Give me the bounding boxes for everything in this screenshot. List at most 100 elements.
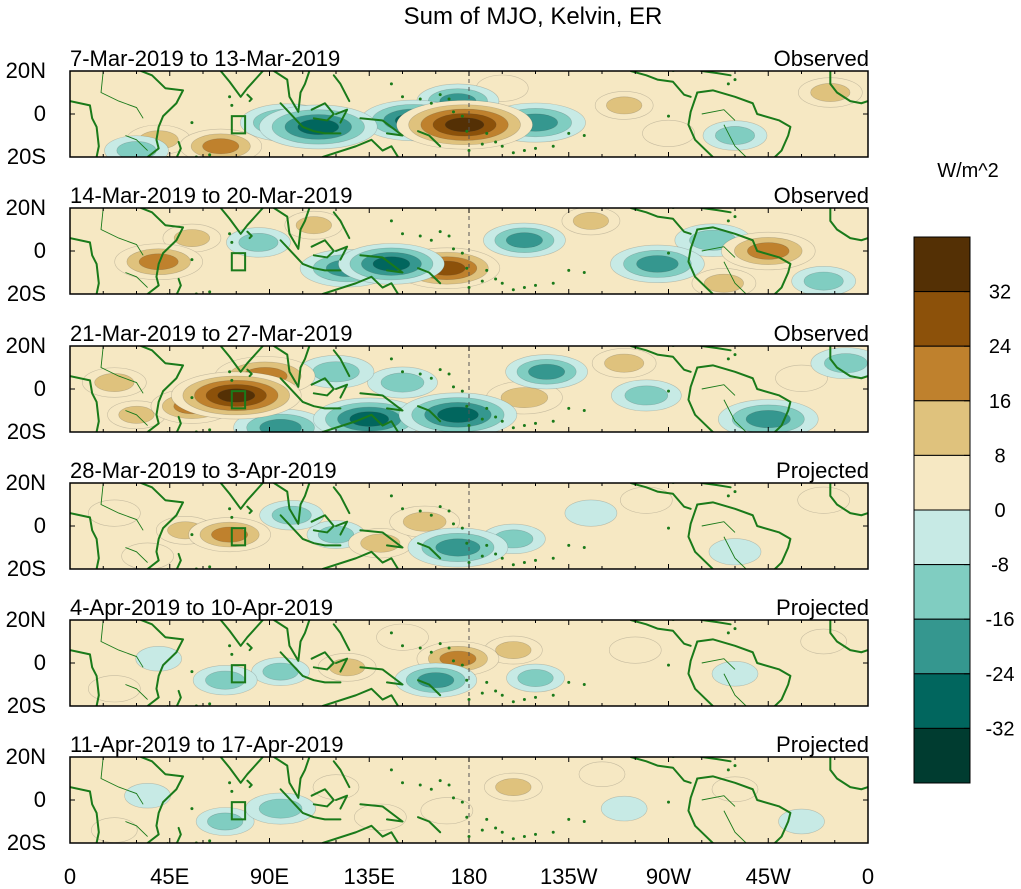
anomaly-cell	[591, 348, 657, 379]
panel-status-label: Projected	[776, 458, 869, 483]
anomaly-cell	[124, 782, 171, 809]
panel-status-label: Observed	[774, 46, 869, 71]
y-tick-label: 0	[34, 650, 46, 675]
panels: 20N 0 20S 7-Mar-2019 to 13-Mar-2019 Observed…	[6, 46, 869, 855]
y-tick-label: 20N	[6, 58, 46, 83]
anomaly-cell	[398, 392, 518, 432]
region-box	[230, 115, 247, 135]
panel-period-label: 4-Apr-2019 to 10-Apr-2019	[70, 595, 333, 620]
anomaly-cell	[88, 675, 141, 703]
anomaly-cell	[810, 347, 868, 380]
anomaly-cell	[195, 807, 255, 836]
panel-2: 20N 0 20S 14-Mar-2019 to 20-Mar-2019 Observe…	[6, 183, 869, 306]
panel-status-label: Observed	[774, 321, 869, 346]
colorbar-tick-label: 32	[989, 282, 1011, 304]
x-tick-label: 135E	[344, 864, 395, 889]
anomaly-cell	[297, 355, 375, 389]
coastlines	[70, 757, 868, 843]
y-tick-label: 20N	[6, 607, 46, 632]
region-box	[230, 664, 247, 684]
anomaly-cell	[394, 662, 478, 698]
anomaly-cell	[483, 222, 566, 258]
x-tick-label: 90E	[250, 864, 289, 889]
x-tick-label: 45W	[746, 864, 791, 889]
y-tick-label: 20S	[7, 144, 46, 169]
anomaly-cell	[620, 486, 673, 514]
island-dots	[190, 353, 737, 432]
anomaly-cell	[506, 663, 565, 693]
anomaly-cell	[135, 645, 182, 672]
anomaly-cell	[420, 797, 474, 825]
x-tick-label: 90W	[646, 864, 691, 889]
anomaly-cell	[258, 104, 378, 150]
region-box	[230, 252, 247, 272]
anomaly-cell	[561, 208, 621, 236]
colorbar-tick-label: -16	[986, 609, 1015, 631]
anomaly-cell	[484, 772, 543, 802]
panel-6: 20N 0 20S 11-Apr-2019 to 17-Apr-2019 Project…	[6, 732, 869, 855]
panel-1: 20N 0 20S 7-Mar-2019 to 13-Mar-2019 Observed	[6, 46, 869, 169]
figure-title: Sum of MJO, Kelvin, ER	[404, 3, 663, 30]
colorbar-swatch	[913, 345, 971, 402]
panel-status-label: Observed	[774, 183, 869, 208]
anomaly-cell	[354, 803, 407, 831]
anomaly-cell	[192, 665, 258, 696]
y-tick-label: 20N	[6, 333, 46, 358]
colorbar-units: W/m^2	[937, 160, 999, 182]
y-tick-label: 20S	[7, 830, 46, 855]
anomaly-cell	[775, 364, 828, 392]
anomaly-cell	[312, 774, 360, 800]
panel-3: 20N 0 20S 21-Mar-2019 to 27-Mar-2019 Observe…	[6, 321, 869, 444]
coastlines	[70, 483, 868, 569]
y-tick-label: 0	[34, 376, 46, 401]
anomaly-cell	[416, 641, 500, 677]
colorbar-swatch	[913, 673, 971, 729]
colorbar-swatch	[913, 727, 971, 784]
anomaly-cell	[407, 527, 509, 568]
anomaly-cell	[791, 266, 856, 294]
anomaly-cell	[179, 128, 263, 157]
x-tick-label: 0	[64, 864, 76, 889]
anomaly-cell	[284, 210, 344, 240]
island-dots	[190, 764, 737, 843]
y-tick-label: 20N	[6, 744, 46, 769]
anomaly-cell	[251, 657, 310, 686]
anomaly-cell	[104, 135, 169, 157]
anomaly-cell	[608, 636, 662, 664]
colorbar-swatch	[913, 509, 971, 566]
anomaly-cell	[610, 244, 705, 283]
anomaly-cell	[717, 399, 819, 432]
panel-5: 20N 0 20S 4-Apr-2019 to 10-Apr-2019 Projecte…	[6, 595, 869, 718]
island-dots	[190, 627, 737, 706]
anomaly-cell	[396, 100, 533, 150]
anomaly-cell	[233, 408, 328, 432]
anomaly-cell	[720, 231, 816, 271]
coastlines	[70, 71, 868, 157]
y-tick-label: 0	[34, 101, 46, 126]
colorbar-tick-label: 24	[989, 336, 1011, 358]
y-tick-label: 20S	[7, 556, 46, 581]
colorbar-tick-label: -24	[986, 664, 1015, 686]
x-axis: 0 45E 90E 135E 180 135W 90W 45W 0	[64, 864, 874, 889]
coastlines	[70, 346, 868, 432]
colorbar: W/m^2 32 24 16 8 0 -8 -16 -24 -32	[913, 160, 1015, 784]
colorbar-tick-label: 8	[994, 445, 1005, 467]
y-tick-label: 0	[34, 513, 46, 538]
region-box	[230, 527, 247, 547]
y-tick-label: 0	[34, 787, 46, 812]
x-tick-label: 45E	[150, 864, 189, 889]
anomaly-cell	[564, 499, 618, 527]
anomaly-cell	[484, 635, 543, 665]
colorbar-tick-label: -32	[986, 718, 1015, 740]
anomaly-cell	[188, 517, 271, 553]
anomaly-cell	[611, 379, 682, 412]
panel-period-label: 28-Mar-2019 to 3-Apr-2019	[70, 458, 337, 483]
panel-period-label: 21-Mar-2019 to 27-Mar-2019	[70, 321, 352, 346]
anomaly-cell	[711, 661, 759, 687]
colorbar-tick-label: -8	[991, 555, 1009, 577]
island-dots	[190, 215, 737, 294]
x-tick-label: 135W	[540, 864, 598, 889]
region-box	[230, 390, 247, 410]
colorbar-swatch	[913, 454, 971, 511]
colorbar-swatch	[913, 400, 971, 456]
